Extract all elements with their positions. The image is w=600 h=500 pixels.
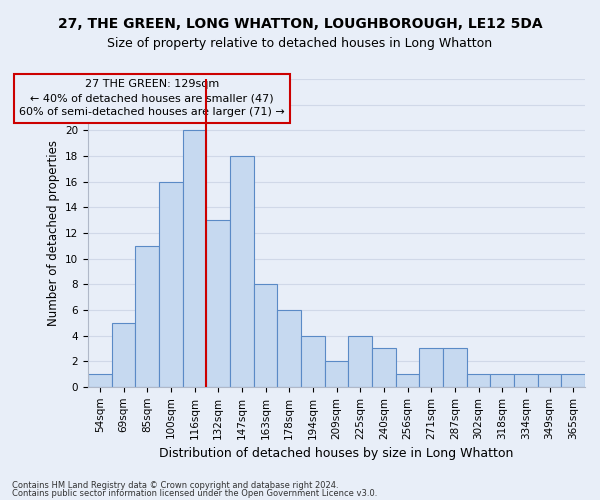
- Bar: [443, 348, 467, 387]
- Text: Contains HM Land Registry data © Crown copyright and database right 2024.: Contains HM Land Registry data © Crown c…: [12, 480, 338, 490]
- Bar: [159, 182, 183, 387]
- Text: Contains public sector information licensed under the Open Government Licence v3: Contains public sector information licen…: [12, 489, 377, 498]
- Bar: [538, 374, 562, 387]
- Bar: [562, 374, 585, 387]
- Bar: [514, 374, 538, 387]
- Bar: [372, 348, 396, 387]
- Bar: [325, 361, 349, 387]
- Bar: [136, 246, 159, 387]
- Bar: [112, 322, 136, 387]
- Text: 27 THE GREEN: 129sqm
← 40% of detached houses are smaller (47)
60% of semi-detac: 27 THE GREEN: 129sqm ← 40% of detached h…: [19, 79, 285, 117]
- Y-axis label: Number of detached properties: Number of detached properties: [47, 140, 59, 326]
- Bar: [490, 374, 514, 387]
- Bar: [349, 336, 372, 387]
- Bar: [88, 374, 112, 387]
- Bar: [467, 374, 490, 387]
- Bar: [419, 348, 443, 387]
- X-axis label: Distribution of detached houses by size in Long Whatton: Distribution of detached houses by size …: [160, 447, 514, 460]
- Bar: [301, 336, 325, 387]
- Bar: [230, 156, 254, 387]
- Bar: [396, 374, 419, 387]
- Bar: [183, 130, 206, 387]
- Bar: [206, 220, 230, 387]
- Bar: [277, 310, 301, 387]
- Text: Size of property relative to detached houses in Long Whatton: Size of property relative to detached ho…: [107, 38, 493, 51]
- Bar: [254, 284, 277, 387]
- Text: 27, THE GREEN, LONG WHATTON, LOUGHBOROUGH, LE12 5DA: 27, THE GREEN, LONG WHATTON, LOUGHBOROUG…: [58, 18, 542, 32]
